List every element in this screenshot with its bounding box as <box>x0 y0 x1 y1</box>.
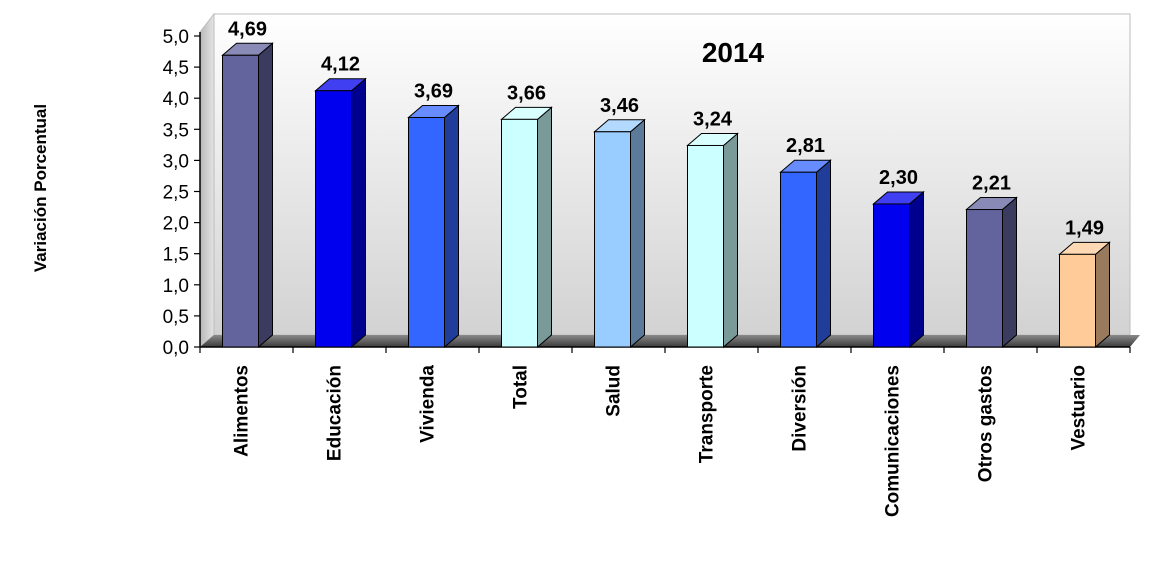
bar-side <box>909 190 924 349</box>
x-category-label: Educación <box>325 365 346 461</box>
y-tick-label: 3,0 <box>163 151 189 172</box>
bar-value-label: 2,30 <box>879 167 918 189</box>
x-category-label: Total <box>511 365 532 409</box>
y-tick-label: 5,0 <box>163 27 189 48</box>
y-axis-title: Variación Porcentual <box>31 104 50 272</box>
bar-side <box>1095 241 1110 349</box>
bar <box>594 131 631 348</box>
bar-value-label: 1,49 <box>1065 217 1104 239</box>
x-category-label: Diversión <box>790 365 811 452</box>
bar-side <box>351 77 366 349</box>
bar-value-label: 3,69 <box>414 80 453 102</box>
x-category-label: Vivienda <box>418 365 439 443</box>
bar-value-label: 2,21 <box>972 173 1011 195</box>
bar <box>780 171 817 348</box>
x-category-label: Salud <box>604 365 625 417</box>
bar <box>966 209 1003 348</box>
bar <box>222 54 259 348</box>
y-tick-label: 4,5 <box>163 58 189 79</box>
y-tick-label: 3,5 <box>163 120 189 141</box>
x-category-label: Comunicaciones <box>883 365 904 517</box>
x-category-label: Transporte <box>697 365 718 463</box>
bar-value-label: 3,24 <box>693 108 733 130</box>
x-category-label: Vestuario <box>1069 365 1090 451</box>
bar-value-label: 2,81 <box>786 135 825 157</box>
bar-value-label: 3,66 <box>507 82 546 104</box>
bar <box>687 144 724 348</box>
bar-side <box>816 159 831 349</box>
bar <box>408 116 445 348</box>
bar <box>501 118 538 348</box>
bar-side <box>723 132 738 349</box>
bar <box>1059 253 1096 348</box>
bar-side <box>1002 196 1017 349</box>
y-tick-label: 1,0 <box>163 276 189 297</box>
chart-title: 2014 <box>702 37 765 68</box>
bar-value-label: 3,46 <box>600 95 639 117</box>
chart-side-wall <box>199 12 215 349</box>
bar-side <box>630 118 645 349</box>
bar-side <box>258 42 273 349</box>
y-tick-label: 2,5 <box>163 183 189 204</box>
bar-value-label: 4,12 <box>321 54 360 76</box>
x-category-label: Alimentos <box>232 365 253 457</box>
bar-value-label: 4,69 <box>228 18 267 40</box>
y-tick-label: 4,0 <box>163 89 189 110</box>
bar <box>315 90 352 348</box>
y-tick-label: 0,0 <box>163 338 189 359</box>
y-tick-label: 1,5 <box>163 245 189 266</box>
bar <box>873 203 910 348</box>
bar-side <box>537 106 552 349</box>
x-category-label: Otros gastos <box>976 365 997 482</box>
y-tick-label: 0,5 <box>163 307 189 328</box>
bar-side <box>444 104 459 349</box>
y-tick-label: 2,0 <box>163 214 189 235</box>
